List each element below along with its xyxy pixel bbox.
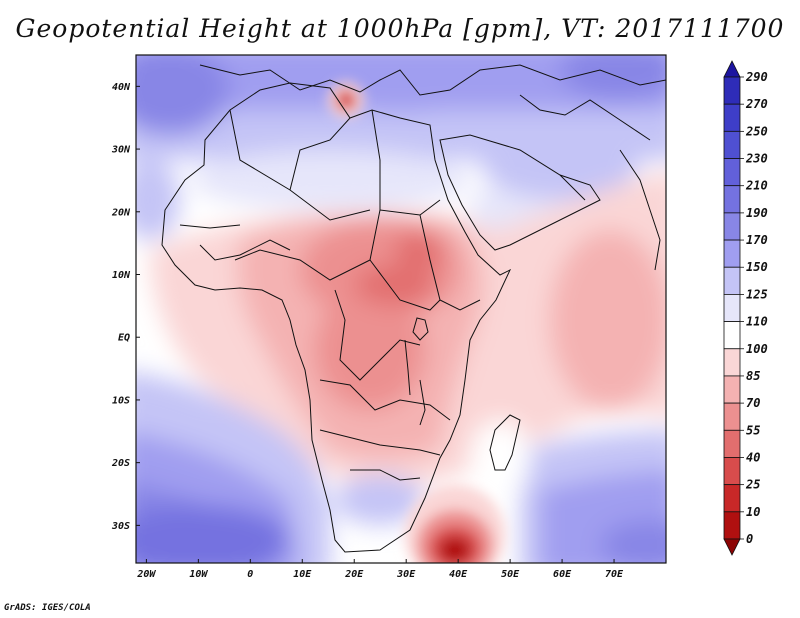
colorbar-bin [723,130,741,159]
colorbar-level-label: 210 [745,179,768,193]
coastlines-and-borders [161,64,666,553]
colorbar-bin [723,266,741,295]
colorbar-bin [723,239,741,268]
colorbar-bin [723,212,741,241]
colorbar-bin [723,321,741,350]
lat-tick-label: 20S [111,458,130,469]
lon-tick-label: 50E [501,569,520,580]
map-frame [135,54,667,564]
colorbar-level-label: 0 [746,532,753,546]
colorbar-level-label: 270 [745,97,768,111]
colorbar-bin [723,294,741,322]
lat-tick-label: EQ [118,333,130,344]
lat-tick-label: 30N [111,145,131,156]
colorbar-level-label: 110 [746,315,768,329]
lon-tick-label: 20E [344,569,364,580]
colorbar-bin [723,348,741,377]
lat-tick-label: 20N [111,207,131,218]
grads-credit: GrADS: IGES/COLA [4,603,91,613]
lon-tick-label: 10E [293,569,312,580]
colorbar-level-label: 10 [746,505,760,519]
colorbar-level-label: 170 [746,233,768,247]
colorbar-level-label: 85 [746,369,760,383]
field-shading [136,55,666,563]
colorbar-level-label: 230 [745,152,768,166]
colorbar-level-label: 190 [746,206,768,220]
colorbar-level-label: 150 [746,260,768,274]
colorbar-level-label: 250 [745,124,768,138]
lon-tick-label: 10W [189,569,208,580]
colorbar-bin [723,76,741,105]
latitude-axis: 40N 30N 20N 10N EQ 10S 20S 30S [111,82,140,532]
colorbar-bin [723,103,741,132]
lon-tick-label: 70E [605,569,624,580]
lon-tick-label: 60E [553,569,572,580]
colorbar-level-label: 55 [746,423,760,437]
colorbar-level-label: 25 [745,478,760,492]
colorbar-bin [723,185,741,214]
lat-tick-label: 10S [112,395,130,406]
colorbar-bin [723,484,741,513]
colorbar-bin [723,511,741,540]
colorbar-bin [723,429,741,458]
lon-tick-label: 0 [247,569,253,580]
colorbar-bin [723,402,741,431]
lon-tick-label: 40E [449,569,468,580]
colorbar-bin [723,457,741,486]
colorbar-level-label: 125 [746,287,768,301]
colorbar-bottom-arrow [723,538,741,556]
lon-tick-label: 30E [396,569,416,580]
lon-tick-label: 20W [136,569,156,580]
lat-tick-label: 10N [112,270,131,281]
lat-tick-label: 40N [112,82,131,93]
colorbar-level-label: 100 [746,342,768,356]
colorbar-top-arrow [723,60,741,78]
colorbar-level-label: 70 [746,396,760,410]
colorbar-bin [723,375,741,404]
longitude-axis: 20W 10W 0 10E 20E 30E 40E 50E 60E 70E [136,559,624,580]
lat-tick-label: 30S [111,521,130,532]
colorbar-bin [723,158,741,187]
colorbar-level-label: 290 [745,70,768,84]
colorbar-level-label: 40 [746,450,760,464]
map-title: Geopotential Height at 1000hPa [gpm], VT… [15,14,785,43]
colorbar: 2902702502302101901701501251101008570554… [723,60,768,556]
